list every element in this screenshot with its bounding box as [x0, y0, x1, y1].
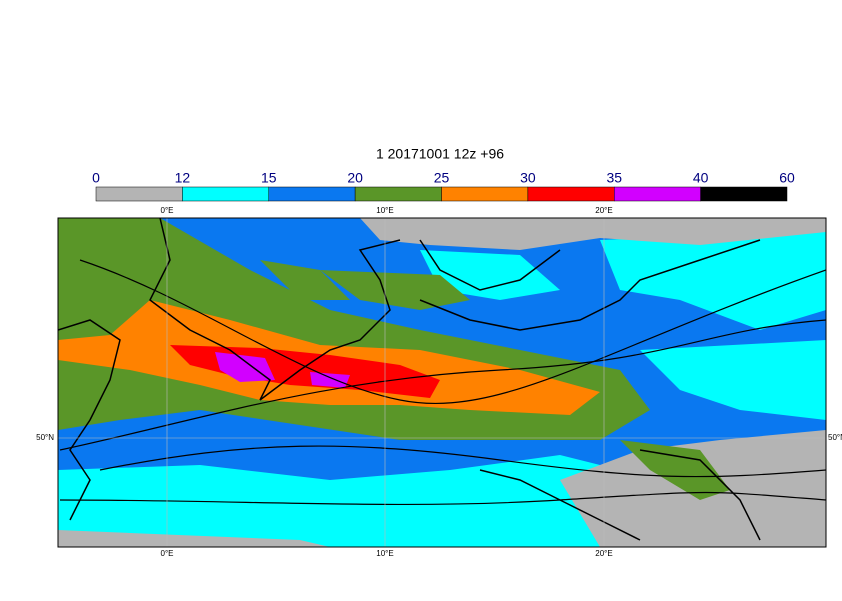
field-cyan: [600, 230, 826, 330]
coastline: [419, 239, 561, 291]
colorbar: 0 12 15 20 25 30 35 40 60: [92, 170, 795, 202]
colorbar-segment: [182, 186, 269, 202]
colorbar-label: 35: [606, 170, 622, 186]
colorbar-segment: [95, 186, 183, 202]
contour: [99, 445, 826, 478]
colorbar-label: 0: [92, 170, 100, 186]
lon-label: 20°E: [595, 206, 612, 215]
coastline: [149, 218, 271, 401]
colorbar-segment: [268, 186, 356, 202]
field-gray: [360, 218, 826, 250]
lon-label: 10°E: [376, 206, 393, 215]
contours: [59, 259, 826, 506]
field-magenta: [310, 372, 350, 388]
contour: [79, 259, 826, 404]
colorbar-segment: [441, 186, 529, 202]
lon-label: 0°E: [161, 206, 174, 215]
colorbar-label: 60: [779, 170, 795, 186]
title: 1 20171001 12z +96: [376, 146, 504, 162]
colorbar-label: 25: [434, 170, 450, 186]
lon-label: 0°E: [161, 549, 174, 558]
map-field: [58, 218, 826, 547]
lat-label: 50°N: [36, 433, 54, 442]
colorbar-segment: [527, 186, 615, 202]
field-gray: [58, 530, 330, 547]
lon-label: 20°E: [595, 549, 612, 558]
colorbar-segment: [354, 186, 442, 202]
colorbar-segment: [614, 186, 701, 202]
field-magenta: [215, 352, 275, 382]
field-green: [620, 440, 730, 500]
map-frame: [57, 217, 827, 548]
coastline: [58, 319, 121, 521]
coastline: [419, 239, 761, 331]
colorbar-label: 20: [347, 170, 363, 186]
colorbar-segment: [700, 186, 788, 202]
field-green: [320, 270, 470, 310]
colorbar-label: 40: [693, 170, 709, 186]
lon-label: 10°E: [376, 549, 393, 558]
field-cyan: [640, 340, 826, 420]
field-green: [260, 260, 350, 300]
colorbar-label: 15: [261, 170, 277, 186]
colorbar-label: 12: [175, 170, 191, 186]
lat-label: 50°N: [828, 433, 842, 442]
contour: [59, 319, 826, 451]
field-cyan: [58, 455, 620, 547]
graticule: [58, 218, 826, 547]
contour: [59, 491, 826, 506]
colorbar-label: 30: [520, 170, 536, 186]
coastline: [639, 449, 761, 541]
